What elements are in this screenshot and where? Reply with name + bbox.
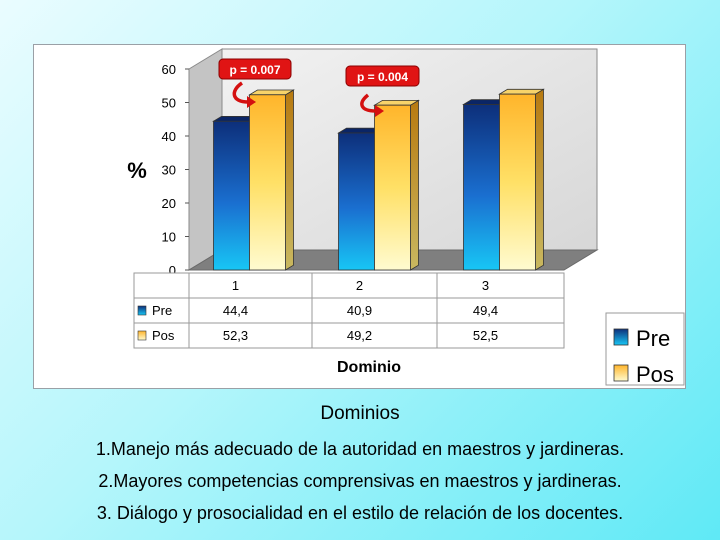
bar-top-pos-2: [373, 99, 420, 106]
data-label-pos-3: 52,5: [473, 328, 498, 343]
p-value-label: p = 0.004: [357, 70, 408, 84]
y-tick-label: 60: [162, 62, 176, 77]
data-label-pre-1: 44,4: [223, 303, 248, 318]
legend-label-pos: Pos: [636, 362, 674, 387]
bar-side-pos-1: [285, 89, 294, 271]
table-key-pre: [137, 305, 147, 316]
x-tick-label-3: 3: [482, 278, 489, 293]
y-tick-label: 40: [162, 129, 176, 144]
p-value-badge: [345, 65, 420, 87]
table-series-label-pre: Pre: [152, 303, 172, 318]
x-tick-label-1: 1: [232, 278, 239, 293]
y-tick-label: 10: [162, 230, 176, 245]
data-label-pre-2: 40,9: [347, 303, 372, 318]
table-key-pos: [137, 330, 147, 341]
y-tick-label: 0: [169, 263, 176, 278]
data-label-pos-2: 49,2: [347, 328, 372, 343]
p-value-badge: [218, 58, 292, 80]
data-label-pre-3: 49,4: [473, 303, 498, 318]
legend-swatch-pre: [613, 328, 629, 346]
chart-frame: 0 10 20 30 40 50 60% p = 0.007 p = 0.004 1 2 3 Pre 44…: [33, 44, 686, 389]
x-axis-label: Dominio: [337, 359, 401, 376]
p-value-arrow: [232, 81, 249, 104]
p-value-arrow: [360, 93, 377, 113]
bar-pos-2: [374, 104, 411, 271]
p-value-label: p = 0.007: [229, 63, 280, 77]
bar-pre-3: [463, 104, 500, 271]
p-value-arrowhead: [247, 96, 256, 108]
bar-pre-2: [338, 132, 375, 271]
caption-heading: Dominios: [320, 403, 400, 424]
y-tick-label: 50: [162, 96, 176, 111]
bar-side-pos-3: [535, 88, 544, 271]
p-value-arrowhead: [375, 105, 384, 117]
bar-top-pos-1: [248, 89, 295, 96]
x-tick-label-2: 2: [356, 278, 363, 293]
bar-side-pos-2: [410, 99, 419, 271]
data-table: [133, 272, 565, 349]
legend-label-pre: Pre: [636, 326, 670, 351]
y-axis-label: %: [127, 158, 147, 183]
bar-top-pos-3: [498, 88, 545, 95]
caption-item-2: 2.Mayores competencias comprensivas en m…: [98, 471, 622, 491]
legend-swatch-pos: [613, 364, 629, 382]
bar-pre-1: [213, 120, 250, 271]
data-label-pos-1: 52,3: [223, 328, 248, 343]
caption-item-1: 1.Manejo más adecuado de la autoridad en…: [95, 439, 625, 459]
bar-pos-1: [249, 94, 286, 271]
y-tick-label: 30: [162, 163, 176, 178]
y-tick-label: 20: [162, 196, 176, 211]
caption-item-3: 3. Diálogo y prosocialidad en el estilo …: [96, 503, 624, 523]
bar-pos-3: [499, 93, 536, 271]
bar-chart: 0 10 20 30 40 50 60% p = 0.007 p = 0.004 1 2 3 Pre 44…: [127, 48, 685, 387]
table-series-label-pos: Pos: [152, 328, 175, 343]
